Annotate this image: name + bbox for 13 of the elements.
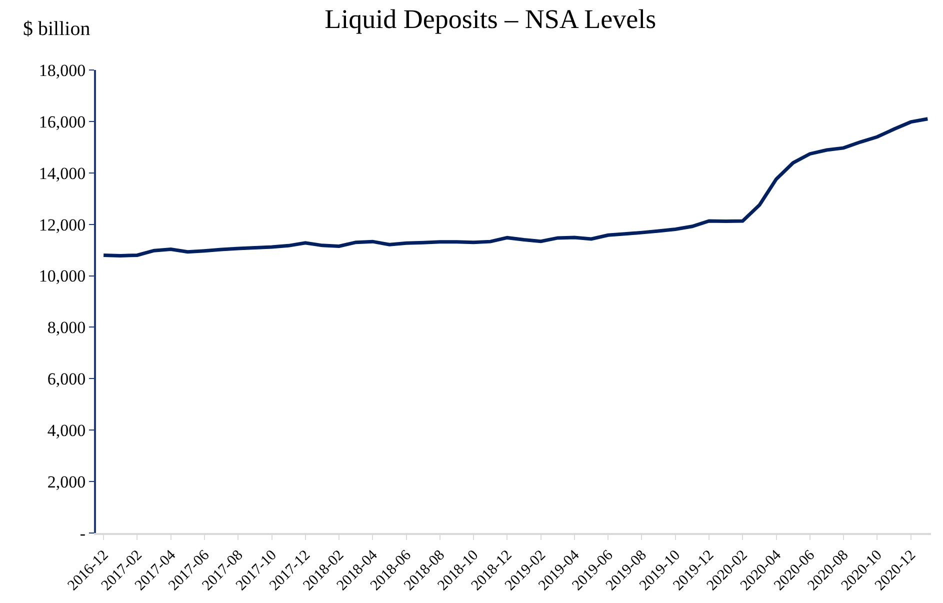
line-series xyxy=(102,117,930,258)
y-tick-label: 12,000 xyxy=(38,215,86,234)
chart-title: Liquid Deposits – NSA Levels xyxy=(324,4,656,34)
y-tick-label: - xyxy=(80,524,86,543)
y-tick-label: 4,000 xyxy=(47,421,86,440)
y-tick-label: 14,000 xyxy=(38,164,86,183)
y-tick-label: 2,000 xyxy=(47,472,86,492)
y-axis-title: $ billion xyxy=(23,18,90,40)
y-tick-label: 8,000 xyxy=(47,318,86,338)
y-tick-label: 10,000 xyxy=(38,266,86,286)
y-tick-label: 18,000 xyxy=(38,60,86,80)
y-tick-label: 16,000 xyxy=(38,112,86,132)
y-tick-label: 6,000 xyxy=(47,370,86,389)
